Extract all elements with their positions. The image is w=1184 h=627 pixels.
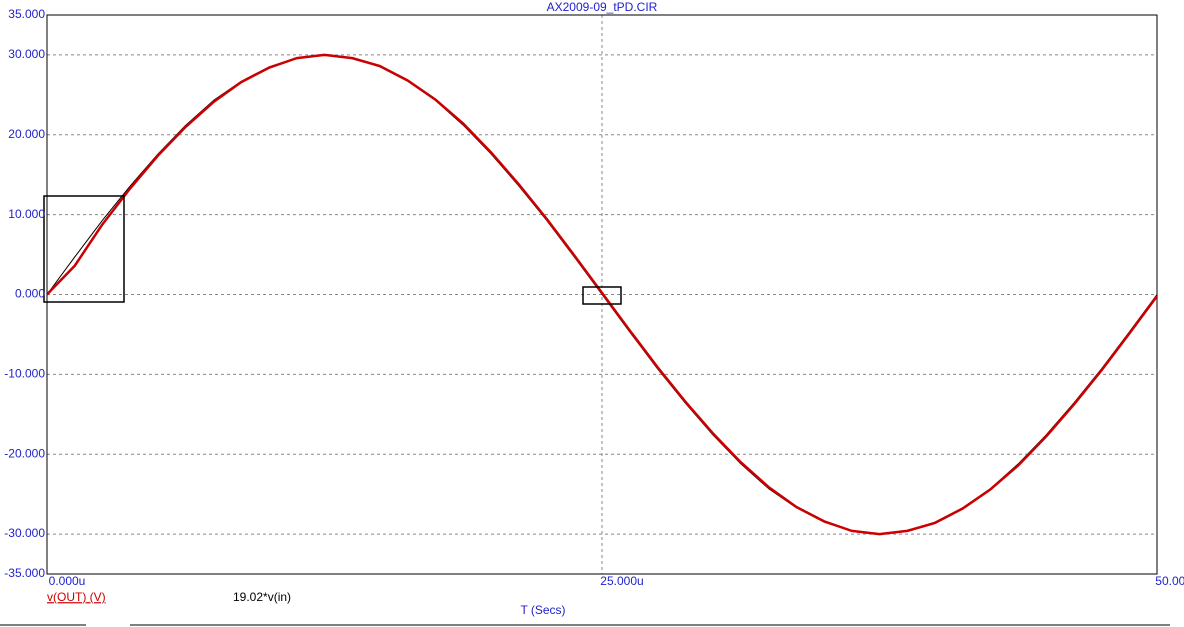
annotation-box <box>43 195 125 303</box>
y-tick-label: 35.000 <box>8 7 45 21</box>
y-tick-label: 30.000 <box>8 47 45 61</box>
x-tick-label: 0.000u <box>49 574 86 588</box>
chart-title: AX2009-09_tPD.CIR <box>547 0 658 14</box>
x-tick-label: 50.000u <box>1155 574 1184 588</box>
y-tick-label: 20.000 <box>8 127 45 141</box>
x-axis-label: T (Secs) <box>520 603 565 617</box>
x-tick-label: 25.000u <box>600 574 643 588</box>
y-tick-label: -35.000 <box>4 566 45 580</box>
y-tick-label: -10.000 <box>4 367 45 381</box>
annotation-box <box>582 286 622 305</box>
y-tick-label: 10.000 <box>8 207 45 221</box>
legend-entry[interactable]: v(OUT) (V) <box>47 590 106 604</box>
legend-entry[interactable]: 19.02*v(in) <box>233 590 291 604</box>
y-tick-label: -20.000 <box>4 446 45 460</box>
series-group <box>46 53 1159 536</box>
series-line <box>46 53 1159 536</box>
y-tick-label: 0.000 <box>15 287 45 301</box>
y-tick-label: -30.000 <box>4 526 45 540</box>
